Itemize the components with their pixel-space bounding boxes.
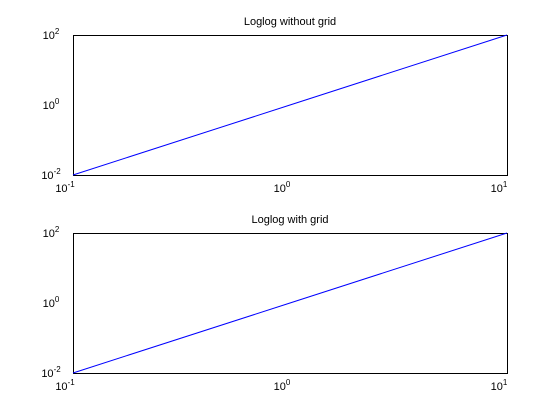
y-tick-label: 100: [43, 295, 60, 310]
y-tick-label: 10-2: [41, 365, 61, 380]
subplot-2: Loglog with grid 10-1 100 101 10-2 100 102: [41, 214, 508, 393]
series-line: [72, 232, 508, 374]
y-tick-label: 102: [43, 225, 60, 240]
x-tick-label: 10-1: [55, 378, 75, 393]
subplot-1: Loglog without grid 10-1 100 101 10-2 100 102: [41, 16, 508, 195]
y-tick-label: 10-2: [41, 167, 61, 182]
x-tick-label: 100: [274, 378, 291, 393]
axes-box: [73, 233, 508, 374]
series-line: [72, 34, 508, 176]
axes-box: [73, 35, 508, 176]
y-tick-label: 102: [43, 27, 60, 42]
x-tick-label: 101: [491, 378, 508, 393]
x-tick-label: 10-1: [55, 180, 75, 195]
x-tick-label: 100: [274, 180, 291, 195]
x-tick-label: 101: [491, 180, 508, 195]
chart-title: Loglog with grid: [251, 214, 328, 226]
y-tick-label: 100: [43, 97, 60, 112]
chart-title: Loglog without grid: [244, 16, 336, 28]
